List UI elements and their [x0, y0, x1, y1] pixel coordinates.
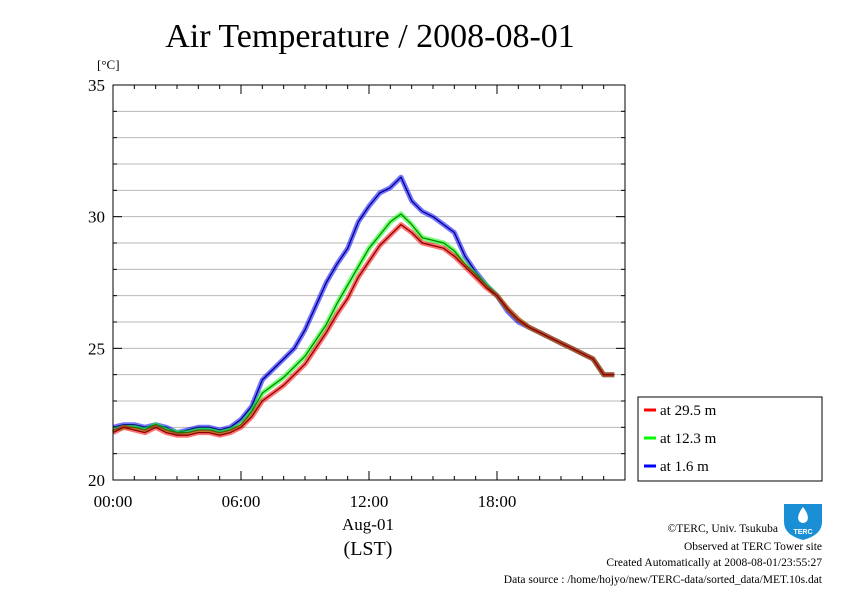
- legend-label: at 12.3 m: [660, 431, 717, 447]
- footer-copyright: ©TERC, Univ. Tsukuba: [668, 523, 778, 535]
- footer-observed: Observed at TERC Tower site: [684, 541, 822, 553]
- x-tick-label: 00:00: [94, 492, 133, 511]
- legend: at 29.5 m at 12.3 m at 1.6 m: [637, 396, 823, 482]
- legend-label: at 1.6 m: [660, 459, 709, 475]
- y-tick-label: 20: [88, 471, 105, 490]
- series-band: [112, 211, 615, 436]
- chart-title: Air Temperature / 2008-08-01: [165, 18, 575, 55]
- legend-label: at 29.5 m: [660, 403, 717, 419]
- footer-created: Created Automatically at 2008-08-01/23:5…: [606, 557, 822, 569]
- y-axis-ticks: 20 25 30 35: [88, 76, 625, 490]
- x-tick-label: 18:00: [478, 492, 517, 511]
- terc-logo: TERC: [784, 504, 822, 540]
- x-axis-ticks: 00:00 06:00 12:00 18:00: [94, 85, 626, 511]
- y-tick-label: 25: [88, 339, 105, 358]
- grid-lines: [113, 110, 625, 455]
- series-lines: [111, 174, 615, 438]
- footer-source: Data source : /home/hojyo/new/TERC-data/…: [504, 574, 823, 586]
- x-tick-label: 12:00: [350, 492, 389, 511]
- legend-box: [637, 396, 823, 482]
- series-band: [112, 174, 615, 436]
- x-axis-date-label: Aug-01: [342, 515, 394, 534]
- series-line: [112, 223, 615, 436]
- y-tick-label: 35: [88, 76, 105, 95]
- y-axis-unit: [°C]: [97, 57, 120, 72]
- y-tick-label: 30: [88, 208, 105, 227]
- terc-logo-text: TERC: [793, 529, 812, 536]
- x-tick-label: 06:00: [222, 492, 261, 511]
- x-axis-timezone-label: (LST): [344, 538, 393, 560]
- terc-logo-drop: [798, 507, 808, 523]
- series-line: [112, 213, 615, 434]
- plot-frame: [112, 84, 626, 481]
